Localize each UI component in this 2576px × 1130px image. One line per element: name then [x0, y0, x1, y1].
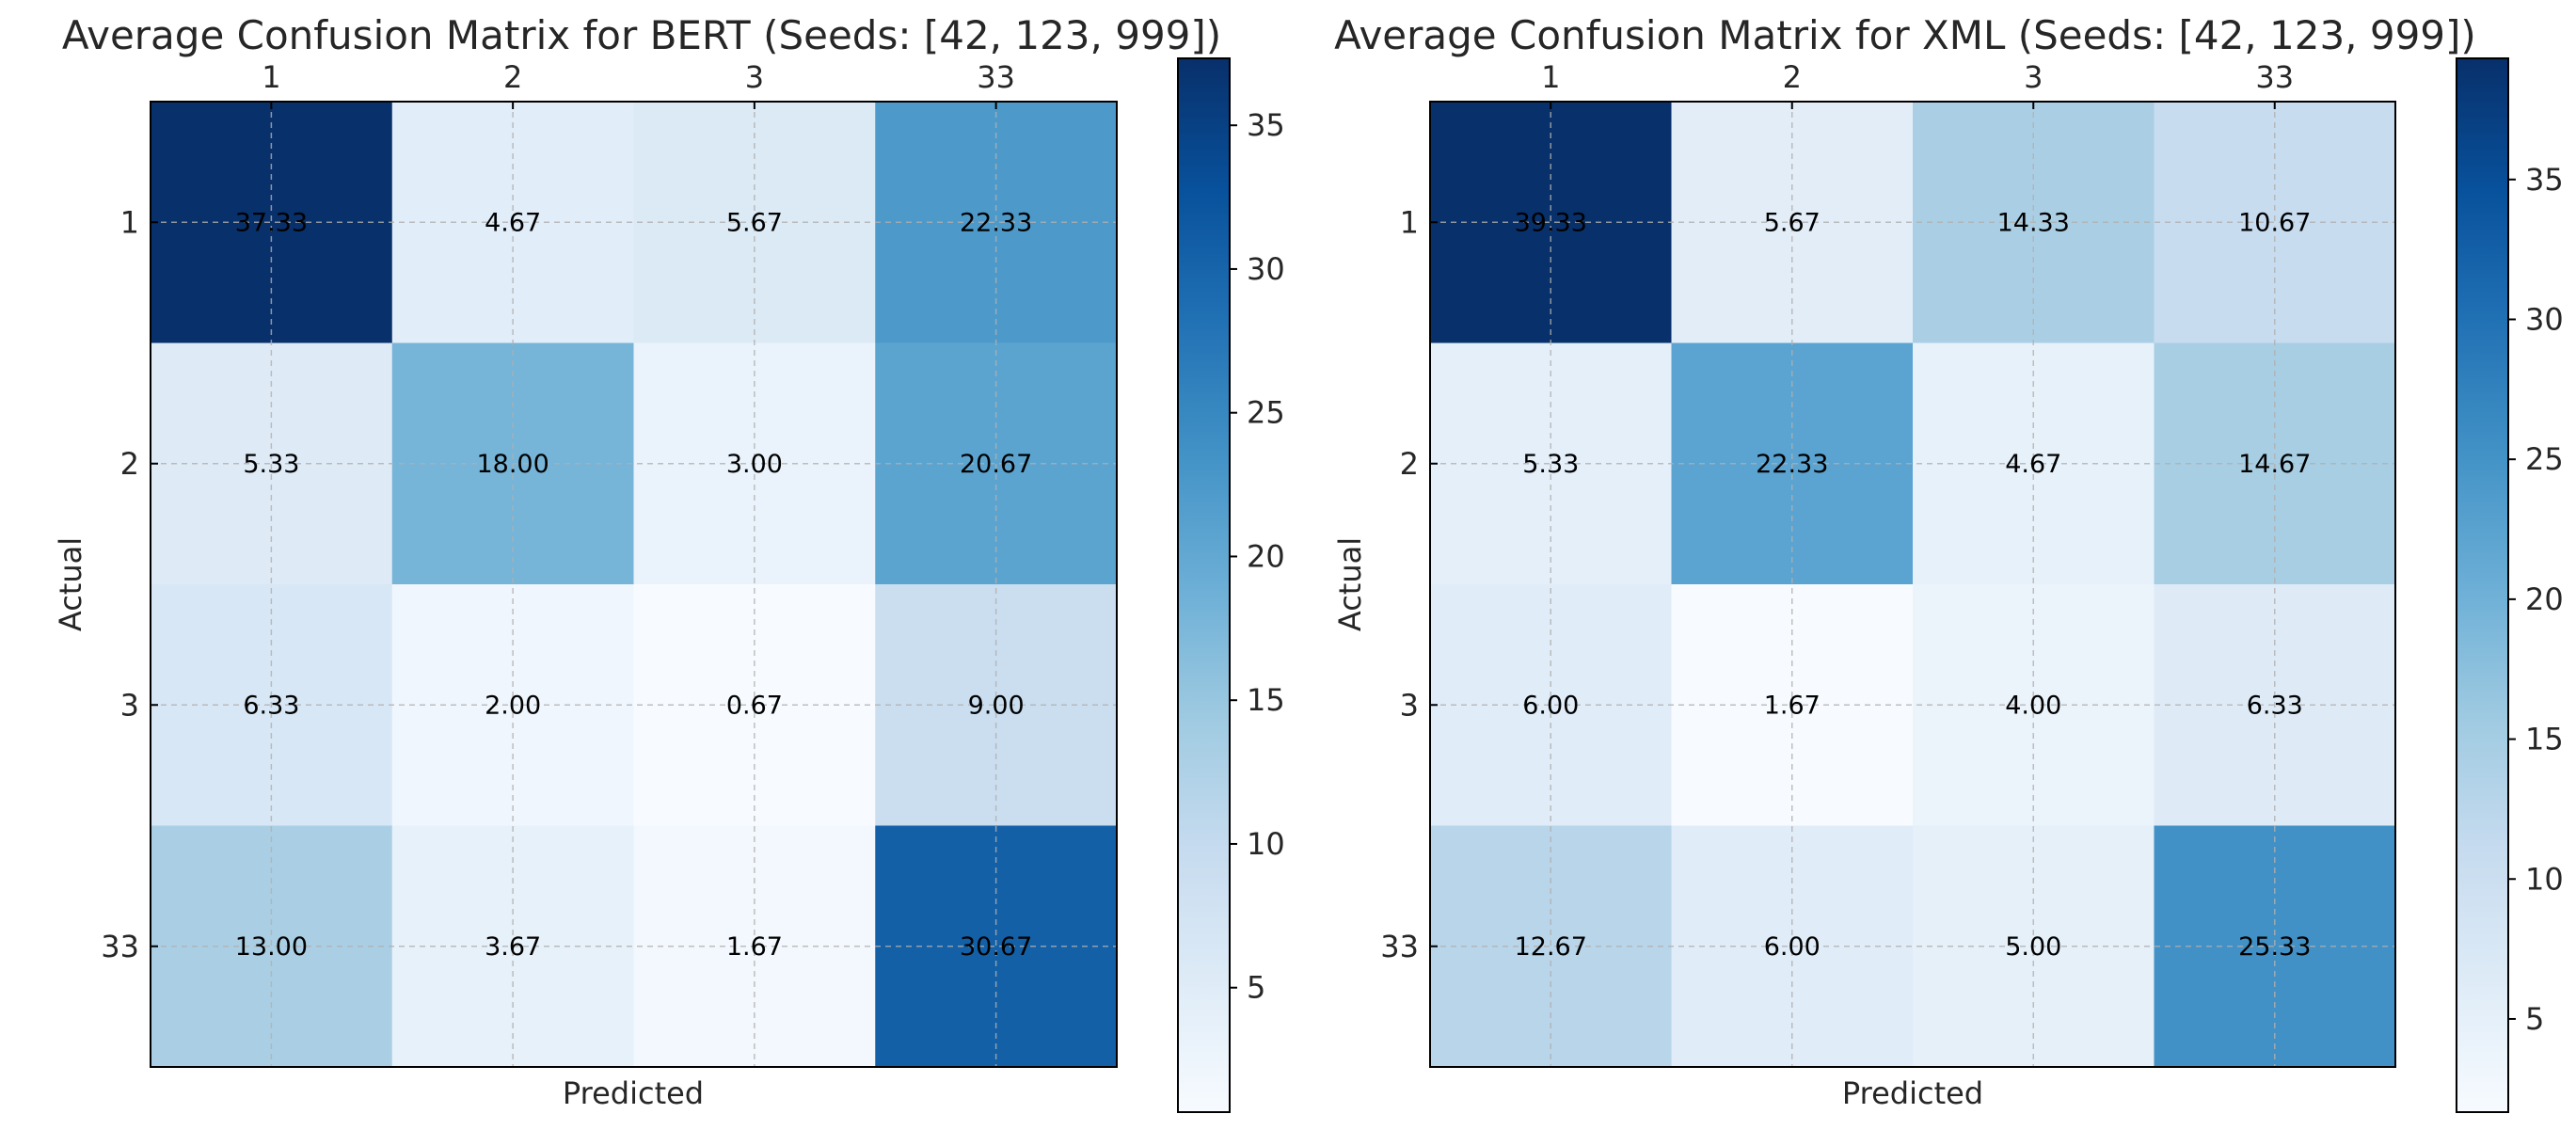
colorbar-tick-label: 25 [1247, 395, 1285, 431]
cell-value-label: 14.67 [2238, 450, 2311, 479]
chart-title: Average Confusion Matrix for BERT (Seeds… [62, 12, 1221, 58]
x-tick-label: 1 [1541, 59, 1560, 95]
cell-value-label: 5.67 [726, 208, 783, 237]
colorbar-tick-label: 15 [1247, 682, 1285, 718]
cell-value-label: 4.00 [2005, 691, 2061, 720]
colorbar-tick-label: 20 [2525, 581, 2564, 617]
colorbar-tick-label: 10 [1247, 826, 1285, 862]
plot-frame [150, 101, 1118, 1068]
chart-title: Average Confusion Matrix for XML (Seeds:… [1334, 12, 2476, 58]
cell-value-label: 5.67 [1764, 208, 1821, 237]
cell-value-label: 30.67 [960, 932, 1032, 962]
colorbar-tick-label: 30 [2525, 301, 2564, 337]
cell-value-label: 0.67 [726, 691, 783, 720]
cell-value-label: 22.33 [960, 208, 1032, 237]
y-axis-label: Actual [1332, 537, 1368, 631]
x-axis-label: Predicted [563, 1075, 704, 1111]
cell-value-label: 13.00 [235, 932, 308, 962]
cell-value-label: 6.00 [1522, 691, 1579, 720]
cell-value-label: 14.33 [1997, 208, 2070, 237]
cell-value-label: 20.67 [960, 450, 1032, 479]
x-tick-label: 1 [262, 59, 280, 95]
colorbar-tick-label: 15 [2525, 722, 2564, 757]
y-tick-label: 1 [1400, 204, 1419, 240]
x-axis-label: Predicted [1842, 1075, 1983, 1111]
cell-value-label: 6.33 [243, 691, 299, 720]
cell-value-label: 10.67 [2238, 208, 2311, 237]
colorbar-tick-label: 25 [2525, 441, 2564, 477]
y-tick-label: 2 [1400, 446, 1419, 482]
cell-value-label: 2.00 [485, 691, 541, 720]
plot-frame [1429, 101, 2396, 1068]
x-tick-label: 2 [1783, 59, 1802, 95]
cell-value-label: 9.00 [968, 691, 1025, 720]
bert-panel: Average Confusion Matrix for BERT (Seeds… [53, 12, 1285, 1113]
x-tick-label: 3 [2024, 59, 2043, 95]
cell-value-label: 5.33 [1522, 450, 1579, 479]
colorbar [2456, 57, 2509, 1113]
cell-value-label: 6.00 [1764, 932, 1821, 962]
cell-value-label: 5.00 [2005, 932, 2061, 962]
cell-value-label: 3.00 [726, 450, 783, 479]
x-tick-label: 33 [2255, 59, 2294, 95]
x-tick-label: 33 [977, 59, 1015, 95]
cell-value-label: 1.67 [1764, 691, 1821, 720]
cell-value-label: 25.33 [2238, 932, 2311, 962]
cell-value-label: 12.67 [1515, 932, 1587, 962]
colorbar [1177, 57, 1231, 1113]
cell-value-label: 5.33 [243, 450, 299, 479]
colorbar-tick-label: 35 [2525, 162, 2564, 198]
y-tick-label: 33 [101, 929, 139, 964]
y-axis-label: Actual [53, 537, 88, 631]
cell-value-label: 6.33 [2247, 691, 2303, 720]
y-tick-label: 1 [120, 204, 139, 240]
y-tick-label: 33 [1380, 929, 1419, 964]
cell-value-label: 3.67 [485, 932, 541, 962]
colorbar-tick-label: 20 [1247, 538, 1285, 574]
colorbar-tick-label: 10 [2525, 861, 2564, 897]
colorbar-tick-label: 35 [1247, 107, 1285, 143]
cell-value-label: 4.67 [485, 208, 541, 237]
y-tick-label: 3 [1400, 687, 1419, 723]
cell-value-label: 1.67 [726, 932, 783, 962]
cell-value-label: 37.33 [235, 208, 308, 237]
colorbar-tick-label: 5 [1247, 970, 1265, 1006]
y-tick-label: 3 [120, 687, 139, 723]
x-tick-label: 3 [745, 59, 764, 95]
cell-value-label: 18.00 [476, 450, 549, 479]
xml-panel: Average Confusion Matrix for XML (Seeds:… [1332, 12, 2564, 1113]
y-tick-label: 2 [120, 446, 139, 482]
cell-value-label: 39.33 [1515, 208, 1587, 237]
colorbar-tick-label: 30 [1247, 251, 1285, 287]
cell-value-label: 22.33 [1756, 450, 1828, 479]
x-tick-label: 2 [503, 59, 522, 95]
colorbar-tick-label: 5 [2525, 1001, 2544, 1037]
cell-value-label: 4.67 [2005, 450, 2061, 479]
